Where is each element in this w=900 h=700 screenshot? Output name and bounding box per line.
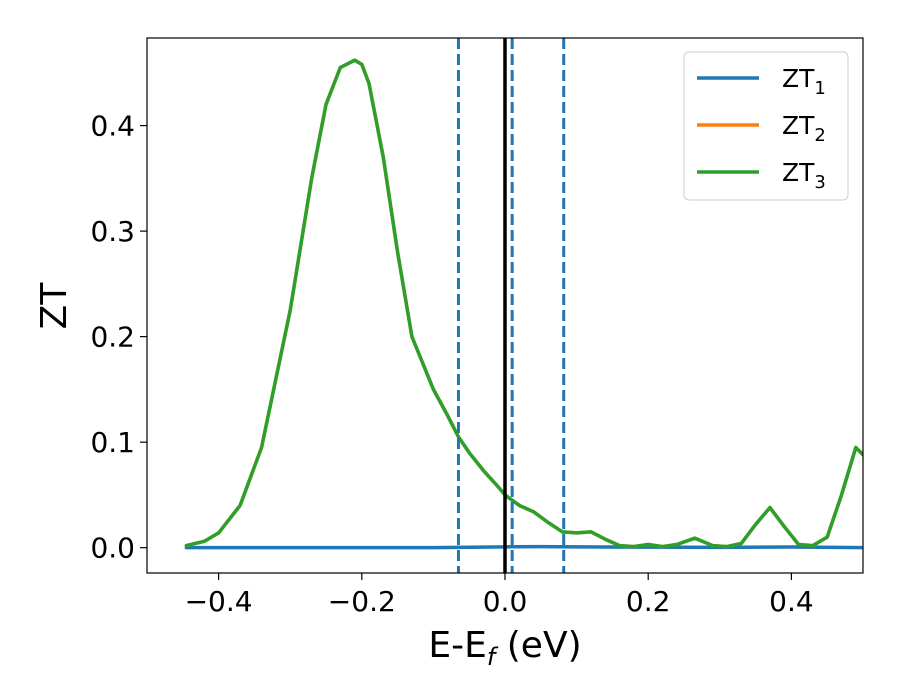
y-axis-label: ZT [34, 282, 75, 330]
legend-label-zt3: ZT3 [782, 158, 826, 193]
y-axis: 0.0 0.1 0.2 0.3 0.4 [90, 110, 147, 565]
x-tick-label: −0.2 [328, 585, 396, 618]
legend: ZT1 ZT2 ZT3 [683, 51, 849, 201]
legend-label-zt2: ZT2 [782, 111, 826, 146]
x-axis: −0.4 −0.2 0.0 0.2 0.4 [185, 573, 814, 618]
legend-label-zt1: ZT1 [782, 64, 826, 99]
x-tick-label: −0.4 [185, 585, 253, 618]
series-line-zt1 [184, 544, 863, 550]
legend-box [683, 51, 849, 201]
y-tick-label: 0.0 [90, 532, 135, 565]
y-tick-label: 0.4 [90, 110, 135, 143]
x-tick-label: 0.2 [626, 585, 671, 618]
y-tick-label: 0.2 [90, 321, 135, 354]
series-line-zt3 [184, 58, 863, 549]
x-tick-label: 0.0 [483, 585, 528, 618]
x-axis-label: E-Ef (eV) [428, 625, 581, 671]
y-tick-label: 0.3 [90, 215, 135, 248]
plot-area [184, 38, 863, 573]
y-tick-label: 0.1 [90, 426, 135, 459]
x-tick-label: 0.4 [769, 585, 814, 618]
